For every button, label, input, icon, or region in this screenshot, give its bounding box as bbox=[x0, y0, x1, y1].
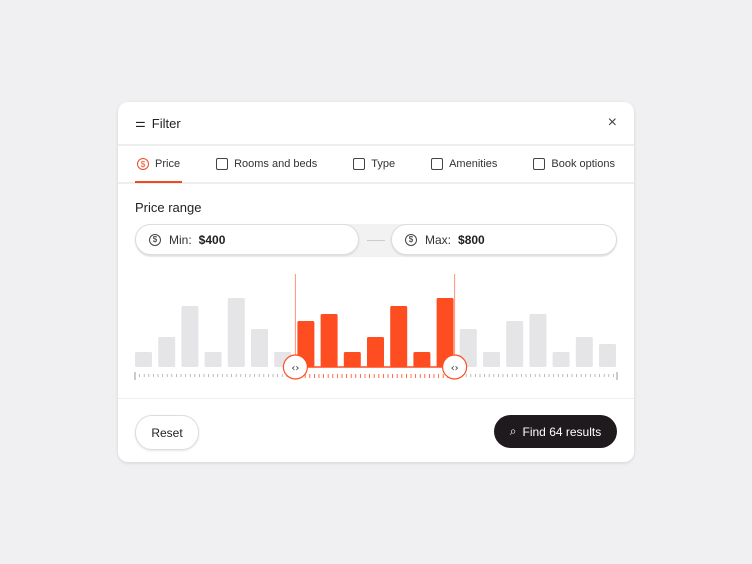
search-icon: ⌕ bbox=[509, 424, 517, 438]
max-value: $800 bbox=[458, 232, 485, 247]
price-histogram[interactable]: ‹› ‹› bbox=[118, 262, 634, 387]
histogram-bar bbox=[529, 314, 547, 367]
price-range-title: Price range bbox=[135, 200, 202, 215]
histogram-bar bbox=[552, 352, 570, 367]
histogram-bar bbox=[204, 352, 222, 367]
find-label: Find 64 results bbox=[522, 424, 602, 439]
tab-label: Price bbox=[155, 158, 181, 170]
drag-arrows-icon: ‹› bbox=[451, 363, 459, 374]
filter-icon: ⚌ bbox=[135, 116, 146, 130]
histogram-bar bbox=[135, 352, 152, 367]
footer-divider bbox=[118, 398, 634, 399]
tab-type[interactable]: Type bbox=[351, 146, 397, 182]
histogram-bar bbox=[158, 337, 176, 367]
min-handle[interactable] bbox=[282, 354, 308, 380]
histogram-bar bbox=[390, 306, 408, 367]
amenities-icon bbox=[431, 158, 444, 170]
document-icon bbox=[533, 158, 546, 170]
tab-price[interactable]: $ Price bbox=[135, 146, 183, 183]
find-results-button[interactable]: ⌕ Find 64 results bbox=[494, 415, 617, 448]
tab-book-options[interactable]: Book options bbox=[531, 146, 617, 182]
histogram-bar bbox=[575, 337, 593, 367]
dollar-icon: $ bbox=[137, 158, 149, 170]
dialog-header: ⚌ Filter × bbox=[118, 102, 634, 146]
min-label: Min: bbox=[169, 232, 192, 247]
histogram-bar bbox=[343, 352, 361, 367]
tab-amenities[interactable]: Amenities bbox=[429, 146, 499, 182]
histogram-bar bbox=[367, 337, 384, 367]
histogram-bar bbox=[506, 321, 524, 367]
home-icon bbox=[353, 158, 366, 170]
dollar-icon: $ bbox=[149, 233, 161, 246]
tab-bar: $ Price Rooms and beds Type Amenities Boo… bbox=[118, 146, 634, 184]
histogram-bar bbox=[297, 321, 315, 367]
histogram-bar bbox=[181, 306, 199, 367]
histogram-bar bbox=[413, 352, 431, 367]
reset-button[interactable]: Reset bbox=[135, 415, 199, 450]
tab-label: Rooms and beds bbox=[234, 158, 318, 170]
close-icon[interactable]: × bbox=[607, 114, 617, 131]
tab-label: Type bbox=[371, 158, 396, 170]
dialog-title: Filter bbox=[151, 115, 181, 131]
max-label: Max: bbox=[425, 232, 452, 247]
max-handle[interactable] bbox=[442, 354, 468, 380]
histogram-bar bbox=[227, 298, 245, 367]
dollar-icon: $ bbox=[405, 233, 417, 246]
price-range-inputs: $ Min: $400 $ Max: $800 bbox=[135, 224, 617, 257]
histogram-bar bbox=[251, 329, 268, 367]
histogram-bar bbox=[459, 329, 477, 367]
tab-rooms-and-beds[interactable]: Rooms and beds bbox=[214, 146, 319, 182]
bed-icon bbox=[216, 158, 229, 170]
histogram-bar bbox=[483, 352, 500, 367]
min-value: $400 bbox=[198, 232, 226, 247]
histogram-bar bbox=[436, 298, 454, 367]
histogram-bar bbox=[320, 314, 338, 367]
filter-dialog: ⚌ Filter × $ Price Rooms and beds Type Am… bbox=[118, 102, 634, 462]
min-price-input[interactable]: $ Min: $400 bbox=[135, 224, 359, 255]
tab-label: Amenities bbox=[449, 158, 498, 170]
drag-arrows-icon: ‹› bbox=[291, 363, 299, 374]
histogram-bar bbox=[599, 344, 616, 367]
max-price-input[interactable]: $ Max: $800 bbox=[391, 224, 617, 255]
tab-label: Book options bbox=[551, 158, 615, 170]
range-separator bbox=[367, 240, 385, 241]
